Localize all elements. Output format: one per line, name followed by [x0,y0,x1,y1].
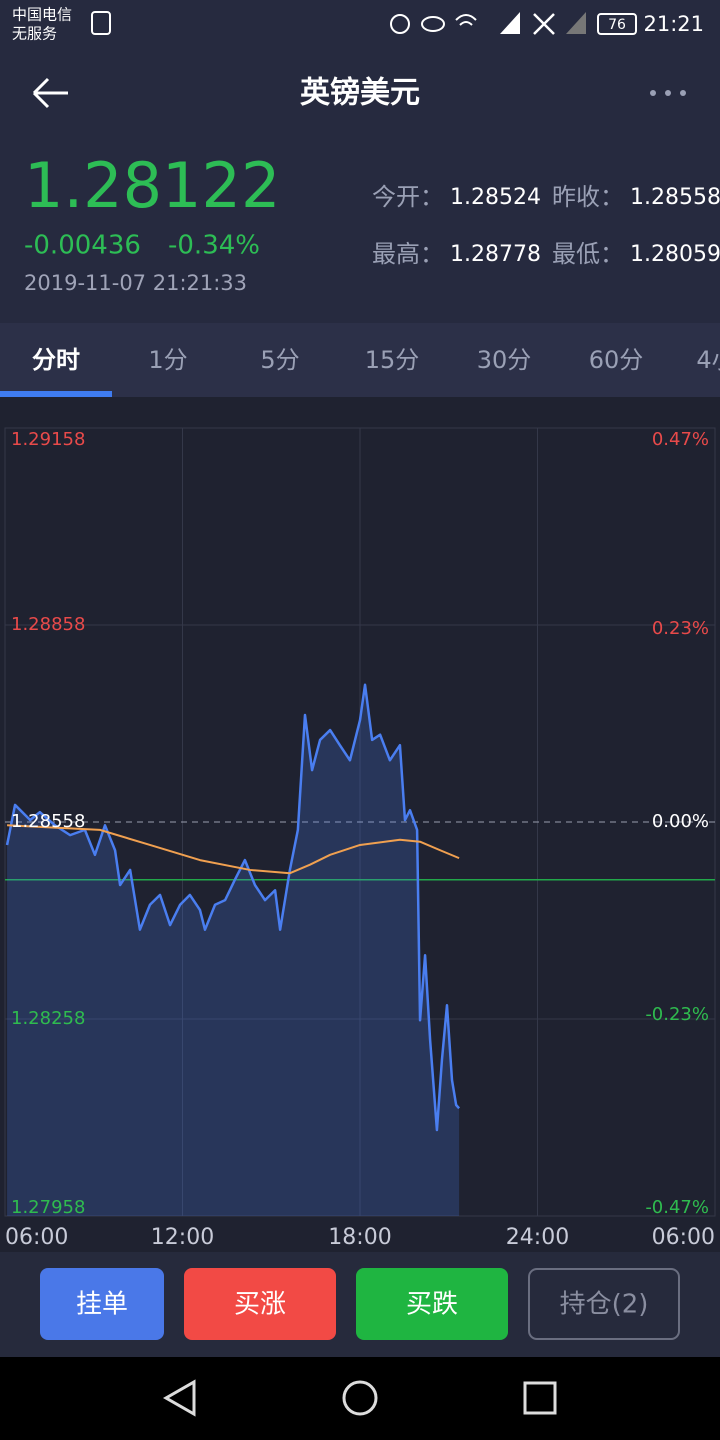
battery-level: 76 [608,17,626,33]
x-tick-label: 18:00 [328,1225,391,1250]
average-line [7,824,460,875]
stat-label: 今开： [372,183,444,211]
nav-home[interactable] [342,1380,378,1416]
y2-tick-label: 0.47% [652,429,709,450]
header-background [0,0,720,323]
buy-up-button-label: 买涨 [234,1290,286,1320]
carrier: 中国电信 [12,6,72,24]
stat-value: 1.28558 [630,185,720,210]
nav-recent[interactable] [523,1381,557,1415]
x-tick-label: 06:00 [652,1225,715,1250]
wifi-icon [455,14,477,26]
x-tick-label: 12:00 [151,1225,214,1250]
stat-value: 1.28059 [630,242,720,267]
y-tick-label: 1.29158 [11,429,85,450]
service-status: 无服务 [12,25,57,43]
stat-label: 最低： [552,240,624,268]
navigation-bar [0,1357,720,1440]
x-tick-label: 06:00 [5,1225,68,1250]
nav-back[interactable] [162,1379,196,1417]
positions-button[interactable] [528,1268,680,1340]
order-button[interactable] [40,1268,164,1340]
y-tick-label: 1.28258 [11,1008,85,1029]
y2-tick-label: 0.23% [652,618,709,639]
notification-icon [91,11,111,35]
y2-tick-label: -0.23% [645,1004,709,1025]
tab[interactable]: 5分 [260,346,299,374]
battery-icon [597,13,637,35]
stat-label: 昨收： [552,183,624,211]
y-tick-label: 1.27958 [11,1197,85,1218]
y-tick-label: 1.28558 [11,811,85,832]
current-price: 1.28122 [24,149,280,222]
signal-icon [500,12,520,34]
buy-down-button-label: 买跌 [406,1290,458,1320]
timestamp: 2019-11-07 21:21:33 [24,271,247,295]
stat-value: 1.28524 [450,185,541,210]
stat-value: 1.28778 [450,242,541,267]
back-button[interactable] [32,77,68,109]
clock: 21:21 [643,12,704,36]
price-line [5,683,461,1132]
active-tab-indicator [0,391,112,397]
y-tick-label: 1.28858 [11,614,85,635]
percent-change: -0.34% [168,231,260,261]
buy-up-button[interactable] [184,1268,336,1340]
tab[interactable]: 分时 [32,346,80,374]
price-change: -0.00436 [24,231,141,261]
price-area [7,684,460,1216]
tab-bar [0,323,720,397]
buy-down-button[interactable] [356,1268,508,1340]
stat-label: 最高： [372,240,444,268]
tab[interactable]: 60分 [589,346,644,374]
page-title: 英镑美元 [300,76,420,111]
tab[interactable]: 4小时 [696,346,720,374]
y2-tick-label: 0.00% [652,811,709,832]
tab[interactable]: 15分 [365,346,420,374]
alarm-icon [390,14,410,34]
order-button-label: 挂单 [76,1290,128,1320]
positions-button-label: 持仓(2) [560,1290,649,1320]
tab[interactable]: 1分 [148,346,187,374]
eye-icon [421,16,445,32]
no-call-icon [533,13,555,35]
signal-icon-2 [566,12,586,34]
x-tick-label: 24:00 [506,1225,569,1250]
more-button[interactable] [650,90,686,96]
tab[interactable]: 30分 [477,346,532,374]
y2-tick-label: -0.47% [645,1197,709,1218]
